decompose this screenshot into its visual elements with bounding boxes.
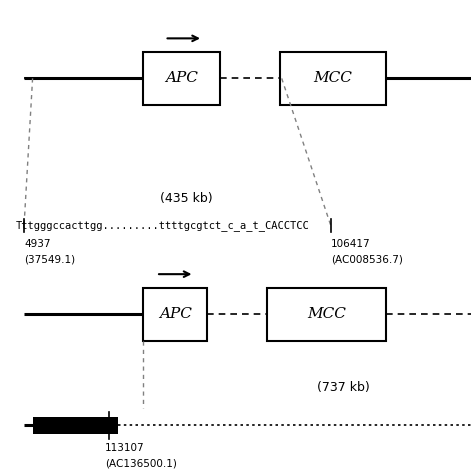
FancyBboxPatch shape (267, 288, 386, 341)
Text: 113107: 113107 (105, 443, 145, 453)
FancyBboxPatch shape (143, 52, 220, 105)
Text: APC: APC (159, 307, 191, 321)
Text: APC: APC (165, 72, 198, 85)
Text: (37549.1): (37549.1) (24, 254, 75, 264)
Text: (AC008536.7): (AC008536.7) (331, 254, 402, 264)
Text: MCC: MCC (307, 307, 346, 321)
Text: (435 kb): (435 kb) (160, 192, 212, 205)
Text: 4937: 4937 (24, 238, 51, 248)
Text: 106417: 106417 (331, 238, 370, 248)
FancyBboxPatch shape (280, 52, 386, 105)
FancyBboxPatch shape (33, 417, 118, 434)
Text: MCC: MCC (313, 72, 352, 85)
Text: Tttgggccacttgg.........ttttgcgtct̲c̲a̲t̲CACCTCC: Tttgggccacttgg.........ttttgcgtct̲c̲a̲t̲… (16, 220, 310, 231)
Text: (AC136500.1): (AC136500.1) (105, 459, 177, 469)
FancyBboxPatch shape (143, 288, 207, 341)
Text: (737 kb): (737 kb) (317, 381, 370, 394)
